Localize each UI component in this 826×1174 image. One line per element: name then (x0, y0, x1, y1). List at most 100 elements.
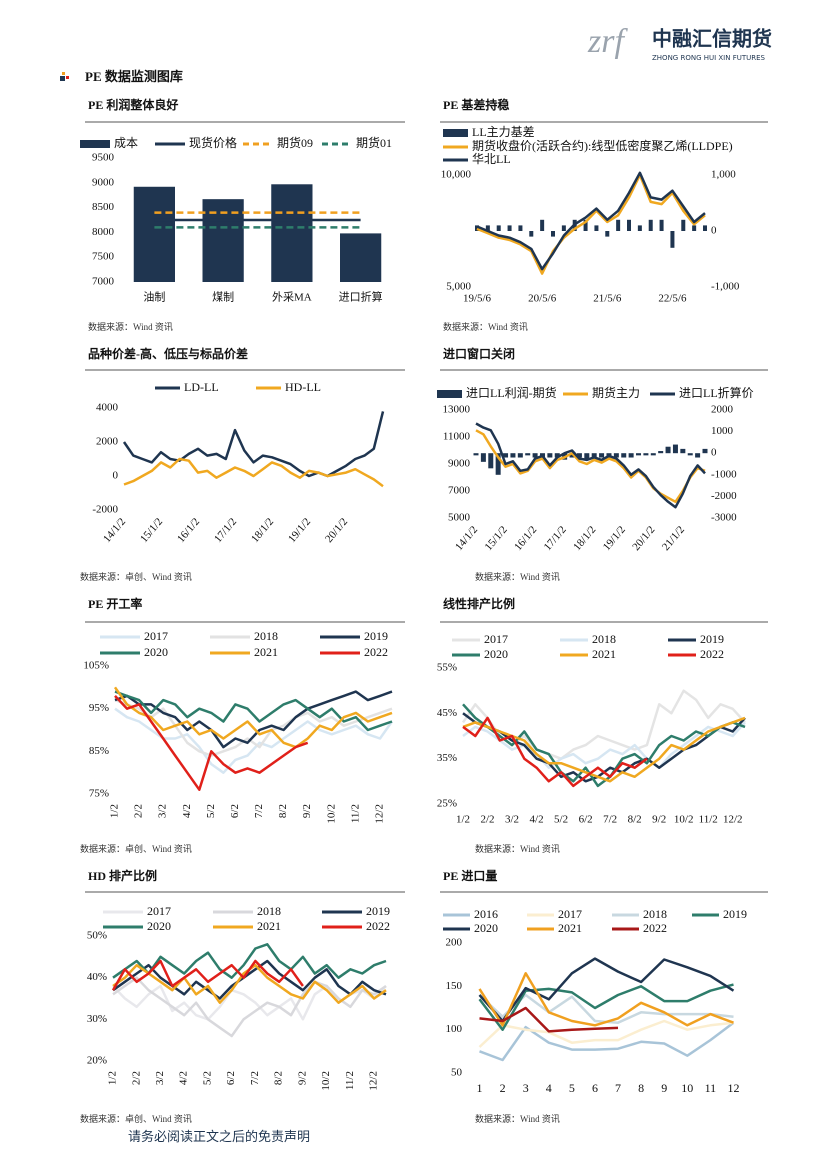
x-tick-label: 2/2 (130, 1071, 142, 1085)
x-tick-label: 16/1/2 (175, 516, 202, 545)
section-icon (60, 72, 69, 81)
x-tick-label: 2/2 (133, 804, 145, 818)
bar (518, 225, 523, 231)
legend-label: 2017 (144, 629, 168, 643)
legend-label: 2021 (254, 645, 278, 659)
y2-tick-label: 1,000 (711, 169, 736, 181)
line-series (476, 171, 706, 271)
x-tick-label: 6/2 (229, 804, 241, 818)
chart-title: PE 进口量 (443, 868, 497, 883)
y-tick-label: 75% (89, 788, 109, 800)
legend-label: 2020 (474, 921, 498, 935)
x-tick-label: 11/2 (349, 804, 361, 823)
x-tick-label: 4 (546, 1081, 552, 1095)
line-series (462, 721, 746, 769)
x-tick-label: 12/2 (373, 804, 385, 824)
legend-label: 2017 (147, 904, 171, 918)
x-tick-label: 12 (727, 1081, 739, 1095)
bar (532, 453, 538, 458)
y-tick-label: 45% (437, 707, 457, 719)
legend-label: 期货01 (356, 135, 392, 150)
source-note: 数据来源：Wind 资讯 (475, 843, 560, 854)
bar (616, 219, 621, 231)
y2-tick-label: -3000 (711, 512, 737, 524)
legend-label: 2019 (723, 907, 747, 921)
legend-swatch (437, 390, 462, 398)
bar (480, 453, 486, 462)
bar (605, 231, 610, 237)
x-tick-label: 1 (477, 1081, 483, 1095)
bar (702, 448, 708, 454)
x-tick-label: 8/2 (628, 814, 642, 826)
bar (665, 446, 671, 454)
bar (510, 453, 516, 458)
bar (650, 453, 656, 456)
legend-label: 期货主力 (592, 385, 640, 400)
disclaimer: 请务必阅读正文之后的免责声明 (128, 1129, 310, 1144)
y-tick-label: 50% (87, 930, 107, 942)
y-tick-label: 2000 (96, 436, 119, 448)
source-note: 数据来源：Wind 资讯 (443, 321, 528, 332)
line-series (478, 1019, 734, 1048)
y-tick-label: 0 (113, 470, 119, 482)
x-tick-label: 11/2 (344, 1071, 356, 1090)
logo: zrf 中融汇信期货 ZHONG RONG HUI XIN FUTURES (587, 23, 772, 62)
legend-label: 2018 (257, 904, 281, 918)
chart-title: 线性排产比例 (443, 596, 515, 611)
bar (551, 231, 555, 237)
legend-label: 2022 (643, 921, 667, 935)
bar (485, 225, 490, 231)
y-tick-label: 25% (437, 798, 457, 810)
bar (613, 453, 619, 458)
x-tick-label: 12/2 (368, 1071, 380, 1091)
y-tick-label: 7000 (92, 276, 115, 288)
bar (703, 225, 707, 231)
bar (591, 453, 597, 458)
bar (637, 225, 642, 231)
y-tick-label: 5000 (448, 512, 471, 524)
legend-label: 2018 (254, 629, 278, 643)
line-series (478, 957, 735, 1023)
x-tick-label: 18/1/2 (249, 516, 276, 545)
line-series (461, 689, 746, 760)
bar (496, 225, 501, 231)
line-series (112, 976, 387, 1038)
bar (594, 225, 599, 231)
y2-tick-label: 1000 (711, 425, 734, 437)
bar (554, 453, 560, 458)
line-series (114, 690, 393, 732)
line-series (122, 411, 385, 478)
bar (681, 219, 686, 231)
legend-label: 2022 (364, 645, 388, 659)
bar (503, 453, 509, 458)
x-tick-label: 7/2 (603, 814, 617, 826)
x-tick-label: 油制 (143, 290, 165, 304)
legend-label: 2019 (366, 904, 390, 918)
legend-label: 2021 (592, 647, 616, 661)
bar (643, 453, 649, 456)
x-tick-label: 8/2 (277, 804, 289, 818)
y-tick-label: 5,000 (446, 281, 471, 293)
line-series (475, 429, 706, 504)
y-tick-label: 4000 (96, 402, 119, 414)
chart-title: 品种价差-高、低压与标品价差 (88, 346, 248, 361)
legend-label: 期货收盘价(活跃合约):线型低密度聚乙烯(LLDPE) (472, 138, 733, 153)
bar (576, 453, 582, 458)
y-tick-label: 200 (446, 937, 463, 949)
x-tick-label: 3 (523, 1081, 529, 1095)
line-series (112, 959, 387, 1000)
y-tick-label: 150 (446, 980, 463, 992)
x-tick-label: 4/2 (181, 804, 193, 818)
bar (658, 451, 664, 454)
company-name: 中融汇信期货 (652, 27, 772, 51)
x-tick-label: 11/2 (699, 814, 718, 826)
y-tick-label: 100 (446, 1023, 463, 1035)
y-tick-label: 40% (87, 971, 107, 983)
